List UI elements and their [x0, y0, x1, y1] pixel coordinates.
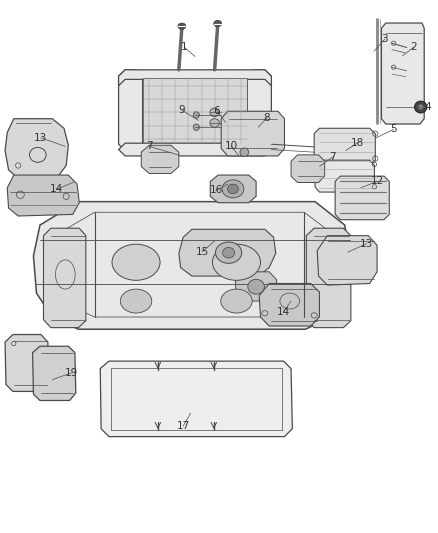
Text: 2: 2 [410, 43, 417, 52]
Polygon shape [119, 70, 143, 151]
Ellipse shape [248, 279, 265, 294]
Text: 12: 12 [371, 176, 384, 187]
Text: 17: 17 [177, 421, 190, 431]
Polygon shape [141, 146, 179, 173]
Polygon shape [317, 236, 377, 285]
Ellipse shape [215, 242, 242, 263]
Polygon shape [381, 23, 424, 124]
Ellipse shape [221, 289, 252, 313]
Polygon shape [179, 229, 276, 276]
Ellipse shape [210, 108, 219, 117]
Polygon shape [259, 284, 319, 326]
Polygon shape [306, 228, 351, 328]
Ellipse shape [193, 124, 199, 131]
Ellipse shape [214, 20, 222, 27]
Text: 5: 5 [390, 124, 397, 134]
Polygon shape [335, 176, 389, 220]
Text: 9: 9 [179, 105, 185, 115]
Ellipse shape [418, 104, 424, 110]
Text: 13: 13 [34, 133, 47, 143]
Text: 8: 8 [264, 112, 270, 123]
Polygon shape [291, 155, 325, 182]
Polygon shape [210, 175, 256, 203]
Text: 14: 14 [277, 306, 290, 317]
Ellipse shape [112, 244, 160, 280]
Text: 14: 14 [50, 184, 63, 195]
Polygon shape [119, 143, 272, 156]
Text: 18: 18 [351, 138, 364, 148]
Text: 6: 6 [213, 106, 220, 116]
Polygon shape [221, 111, 285, 156]
Ellipse shape [120, 289, 152, 313]
Text: 4: 4 [424, 102, 431, 112]
Polygon shape [100, 361, 292, 437]
Text: 7: 7 [146, 141, 152, 151]
Polygon shape [143, 78, 247, 144]
Text: 13: 13 [360, 239, 373, 248]
Polygon shape [7, 175, 79, 216]
Text: 3: 3 [381, 34, 388, 44]
Ellipse shape [210, 119, 219, 127]
Ellipse shape [222, 180, 244, 198]
Text: 1: 1 [181, 42, 187, 52]
Text: 10: 10 [225, 141, 238, 151]
Text: 7: 7 [329, 152, 336, 162]
Ellipse shape [223, 247, 235, 258]
Polygon shape [5, 119, 68, 179]
Polygon shape [5, 335, 49, 391]
Text: 15: 15 [196, 247, 209, 256]
Polygon shape [119, 70, 272, 86]
Ellipse shape [193, 112, 199, 118]
Ellipse shape [227, 184, 238, 193]
Polygon shape [32, 346, 76, 400]
Text: 19: 19 [65, 368, 78, 378]
Ellipse shape [212, 244, 261, 280]
Ellipse shape [415, 101, 427, 113]
Ellipse shape [240, 148, 249, 157]
Polygon shape [247, 70, 272, 151]
Text: 16: 16 [209, 185, 223, 196]
Ellipse shape [178, 23, 186, 29]
Polygon shape [315, 160, 374, 192]
Polygon shape [314, 128, 375, 165]
Polygon shape [43, 228, 86, 328]
Polygon shape [236, 272, 277, 301]
Polygon shape [33, 201, 350, 329]
